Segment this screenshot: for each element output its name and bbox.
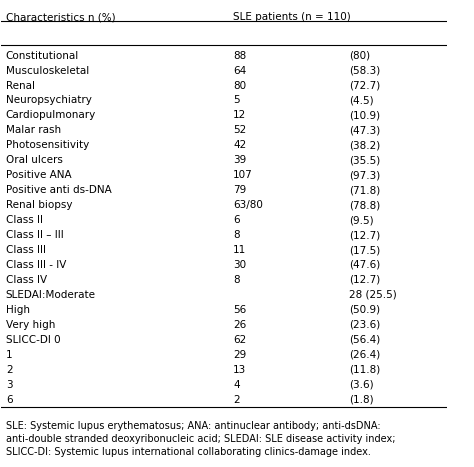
Text: (72.7): (72.7) <box>349 80 380 91</box>
Text: (17.5): (17.5) <box>349 245 380 255</box>
Text: 88: 88 <box>233 50 246 61</box>
Text: 11: 11 <box>233 245 246 255</box>
Text: SLICC-DI 0: SLICC-DI 0 <box>6 335 61 345</box>
Text: 56: 56 <box>233 305 246 315</box>
Text: SLEDAI:Moderate: SLEDAI:Moderate <box>6 290 96 300</box>
Text: Cardiopulmonary: Cardiopulmonary <box>6 110 96 120</box>
Text: 5: 5 <box>233 95 240 106</box>
Text: SLE patients (n = 110): SLE patients (n = 110) <box>233 13 351 22</box>
Text: Class III - IV: Class III - IV <box>6 260 66 270</box>
Text: 8: 8 <box>233 275 240 285</box>
Text: Renal: Renal <box>6 80 35 91</box>
Text: 29: 29 <box>233 350 246 360</box>
Text: (97.3): (97.3) <box>349 170 380 180</box>
Text: (12.7): (12.7) <box>349 230 380 240</box>
Text: 39: 39 <box>233 156 246 165</box>
Text: (71.8): (71.8) <box>349 185 380 195</box>
Text: (58.3): (58.3) <box>349 65 380 76</box>
Text: 2: 2 <box>6 365 12 375</box>
Text: 28 (25.5): 28 (25.5) <box>349 290 397 300</box>
Text: 12: 12 <box>233 110 246 120</box>
Text: (10.9): (10.9) <box>349 110 380 120</box>
Text: 2: 2 <box>233 395 240 404</box>
Text: 64: 64 <box>233 65 246 76</box>
Text: Musculoskeletal: Musculoskeletal <box>6 65 89 76</box>
Text: 4: 4 <box>233 380 240 389</box>
Text: (1.8): (1.8) <box>349 395 374 404</box>
Text: (47.6): (47.6) <box>349 260 380 270</box>
Text: Very high: Very high <box>6 320 55 330</box>
Text: (4.5): (4.5) <box>349 95 374 106</box>
Text: (50.9): (50.9) <box>349 305 380 315</box>
Text: 62: 62 <box>233 335 246 345</box>
Text: Characteristics n (%): Characteristics n (%) <box>6 13 116 22</box>
Text: 26: 26 <box>233 320 246 330</box>
Text: Renal biopsy: Renal biopsy <box>6 200 73 210</box>
Text: (78.8): (78.8) <box>349 200 380 210</box>
Text: (23.6): (23.6) <box>349 320 380 330</box>
Text: 13: 13 <box>233 365 246 375</box>
Text: (35.5): (35.5) <box>349 156 380 165</box>
Text: Constitutional: Constitutional <box>6 50 79 61</box>
Text: Class III: Class III <box>6 245 46 255</box>
Text: Class II – III: Class II – III <box>6 230 64 240</box>
Text: Positive ANA: Positive ANA <box>6 170 72 180</box>
Text: 79: 79 <box>233 185 246 195</box>
Text: 80: 80 <box>233 80 246 91</box>
Text: Positive anti ds-DNA: Positive anti ds-DNA <box>6 185 111 195</box>
Text: SLE: Systemic lupus erythematosus; ANA: antinuclear antibody; anti-dsDNA:
anti-d: SLE: Systemic lupus erythematosus; ANA: … <box>6 421 395 457</box>
Text: Class II: Class II <box>6 215 43 225</box>
Text: 52: 52 <box>233 126 246 135</box>
Text: (3.6): (3.6) <box>349 380 374 389</box>
Text: Class IV: Class IV <box>6 275 47 285</box>
Text: (80): (80) <box>349 50 370 61</box>
Text: Oral ulcers: Oral ulcers <box>6 156 63 165</box>
Text: 107: 107 <box>233 170 253 180</box>
Text: (26.4): (26.4) <box>349 350 380 360</box>
Text: (47.3): (47.3) <box>349 126 380 135</box>
Text: (12.7): (12.7) <box>349 275 380 285</box>
Text: 1: 1 <box>6 350 12 360</box>
Text: Photosensitivity: Photosensitivity <box>6 141 89 150</box>
Text: 8: 8 <box>233 230 240 240</box>
Text: 42: 42 <box>233 141 246 150</box>
Text: (9.5): (9.5) <box>349 215 374 225</box>
Text: (11.8): (11.8) <box>349 365 380 375</box>
Text: 6: 6 <box>6 395 12 404</box>
Text: Malar rash: Malar rash <box>6 126 61 135</box>
Text: High: High <box>6 305 30 315</box>
Text: 6: 6 <box>233 215 240 225</box>
Text: Neuropsychiatry: Neuropsychiatry <box>6 95 91 106</box>
Text: 63/80: 63/80 <box>233 200 263 210</box>
Text: 30: 30 <box>233 260 246 270</box>
Text: (38.2): (38.2) <box>349 141 380 150</box>
Text: (56.4): (56.4) <box>349 335 380 345</box>
Text: 3: 3 <box>6 380 12 389</box>
